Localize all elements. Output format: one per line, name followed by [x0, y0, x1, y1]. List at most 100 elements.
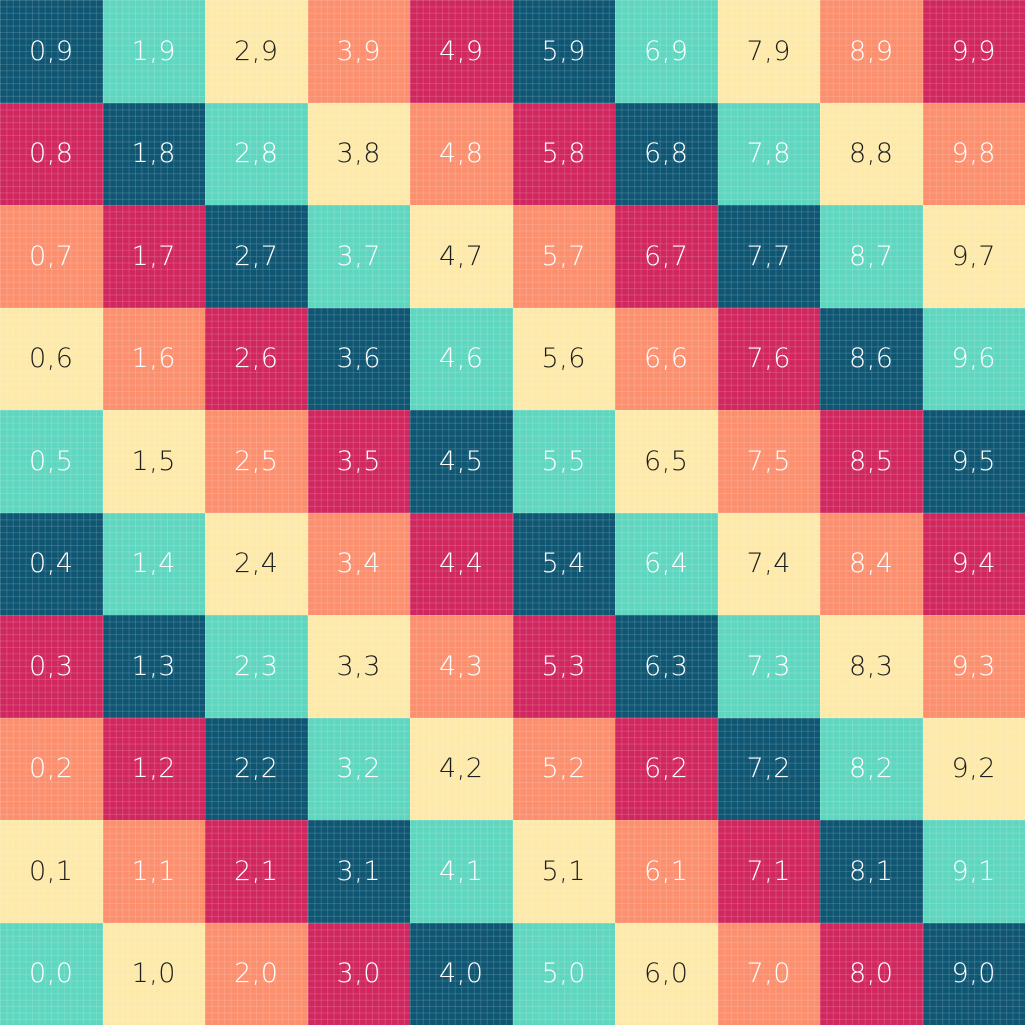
tile-label: 8,0 [849, 958, 894, 990]
grid-tile: 9,9 [922, 0, 1025, 103]
grid-tile: 8,0 [820, 922, 923, 1025]
tile-label: 0,1 [29, 855, 74, 887]
grid-tile: 7,3 [717, 615, 820, 718]
tile-label: 8,1 [849, 855, 894, 887]
grid-tile: 7,7 [717, 205, 820, 308]
grid-tile: 7,8 [717, 102, 820, 205]
grid-tile: 1,3 [102, 615, 205, 718]
grid-tile: 0,4 [0, 512, 103, 615]
grid-tile: 2,1 [205, 820, 308, 923]
tile-label: 7,4 [746, 548, 791, 580]
grid-tile: 9,8 [922, 102, 1025, 205]
tile-label: 2,0 [234, 958, 279, 990]
grid-tile: 7,0 [717, 922, 820, 1025]
grid-tile: 7,4 [717, 512, 820, 615]
tile-label: 1,8 [131, 138, 176, 170]
tile-label: 6,9 [644, 35, 689, 67]
tile-label: 8,8 [849, 138, 894, 170]
tile-label: 6,0 [644, 958, 689, 990]
grid-tile: 4,7 [410, 205, 513, 308]
grid-tile: 4,4 [410, 512, 513, 615]
tile-label: 3,5 [336, 445, 381, 477]
tile-label: 4,4 [439, 548, 484, 580]
grid-tile: 9,5 [922, 410, 1025, 513]
grid-tile: 3,0 [307, 922, 410, 1025]
grid-tile: 8,8 [820, 102, 923, 205]
tile-label: 8,2 [849, 753, 894, 785]
grid-tile: 3,5 [307, 410, 410, 513]
grid-tile: 2,5 [205, 410, 308, 513]
grid-tile: 8,9 [820, 0, 923, 103]
tile-label: 1,4 [131, 548, 176, 580]
grid-tile: 5,8 [512, 102, 615, 205]
grid-tile: 1,5 [102, 410, 205, 513]
grid-tile: 6,4 [615, 512, 718, 615]
grid-tile: 6,1 [615, 820, 718, 923]
grid-tile: 9,1 [922, 820, 1025, 923]
tile-label: 7,7 [746, 240, 791, 272]
grid-tile: 8,1 [820, 820, 923, 923]
grid-tile: 5,5 [512, 410, 615, 513]
tile-label: 1,6 [131, 343, 176, 375]
grid-tile: 1,8 [102, 102, 205, 205]
tile-label: 4,0 [439, 958, 484, 990]
tile-label: 5,1 [541, 855, 586, 887]
grid-tile: 0,6 [0, 307, 103, 410]
grid-tile: 5,4 [512, 512, 615, 615]
tile-label: 7,9 [746, 35, 791, 67]
grid-tile: 1,6 [102, 307, 205, 410]
grid-tile: 1,1 [102, 820, 205, 923]
tile-label: 0,6 [29, 343, 74, 375]
grid-tile: 1,9 [102, 0, 205, 103]
grid-tile: 1,7 [102, 205, 205, 308]
tile-label: 5,4 [541, 548, 586, 580]
tile-label: 2,8 [234, 138, 279, 170]
grid-tile: 5,1 [512, 820, 615, 923]
grid-tile: 5,0 [512, 922, 615, 1025]
tile-label: 1,9 [131, 35, 176, 67]
grid-tile: 4,3 [410, 615, 513, 718]
grid-tile: 0,9 [0, 0, 103, 103]
tile-label: 9,7 [951, 240, 996, 272]
grid-tile: 0,0 [0, 922, 103, 1025]
grid-tile: 1,4 [102, 512, 205, 615]
grid-tile: 6,7 [615, 205, 718, 308]
tile-label: 4,1 [439, 855, 484, 887]
tile-label: 5,7 [541, 240, 586, 272]
tile-label: 2,5 [234, 445, 279, 477]
tile-label: 6,3 [644, 650, 689, 682]
tile-label: 0,4 [29, 548, 74, 580]
grid-tile: 5,3 [512, 615, 615, 718]
tile-label: 7,0 [746, 958, 791, 990]
tile-label: 8,4 [849, 548, 894, 580]
grid-tile: 2,8 [205, 102, 308, 205]
tile-label: 9,9 [951, 35, 996, 67]
grid-tile: 1,2 [102, 717, 205, 820]
tile-label: 9,3 [951, 650, 996, 682]
grid-tile: 5,2 [512, 717, 615, 820]
tile-label: 4,9 [439, 35, 484, 67]
tile-label: 7,6 [746, 343, 791, 375]
grid-tile: 2,2 [205, 717, 308, 820]
tile-label: 3,1 [336, 855, 381, 887]
tile-label: 9,1 [951, 855, 996, 887]
grid-tile: 0,3 [0, 615, 103, 718]
tile-label: 2,7 [234, 240, 279, 272]
tile-label: 6,5 [644, 445, 689, 477]
tile-label: 5,8 [541, 138, 586, 170]
grid-tile: 3,4 [307, 512, 410, 615]
tile-label: 4,6 [439, 343, 484, 375]
grid-tile: 6,6 [615, 307, 718, 410]
grid-tile: 7,6 [717, 307, 820, 410]
tile-label: 7,5 [746, 445, 791, 477]
tile-label: 6,6 [644, 343, 689, 375]
grid-tile: 9,6 [922, 307, 1025, 410]
tile-label: 1,3 [131, 650, 176, 682]
tile-label: 1,2 [131, 753, 176, 785]
tile-label: 4,5 [439, 445, 484, 477]
grid-tile: 0,7 [0, 205, 103, 308]
grid-tile: 3,3 [307, 615, 410, 718]
tile-label: 9,4 [951, 548, 996, 580]
grid-tile: 4,1 [410, 820, 513, 923]
